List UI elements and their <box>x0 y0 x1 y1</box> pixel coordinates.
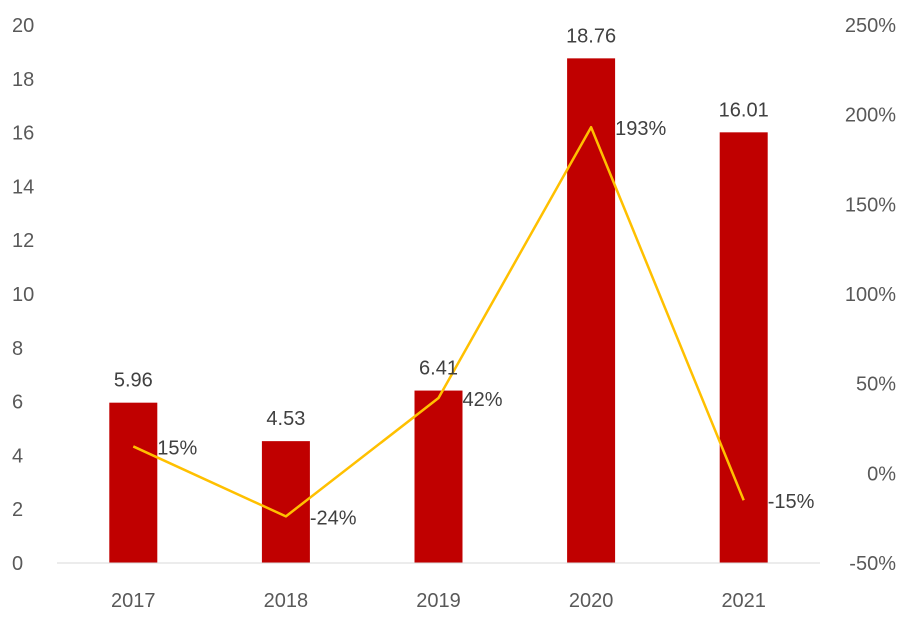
y-left-tick-label: 12 <box>12 230 34 252</box>
bar-series <box>109 58 768 564</box>
y-left-tick-label: 4 <box>12 445 23 467</box>
y-right-tick-label: -50% <box>849 553 896 575</box>
y-right-tick-label: 0% <box>867 463 896 485</box>
y-left-tick-label: 10 <box>12 284 34 306</box>
line-value-label: -15% <box>768 491 815 513</box>
bar-value-label: 5.96 <box>114 370 153 392</box>
y-left-tick-label: 0 <box>12 553 23 575</box>
line-series <box>132 125 745 518</box>
bar-2020 <box>567 58 616 564</box>
y-axis-left: 0 2 4 6 8 10 12 14 16 18 20 <box>12 15 34 575</box>
line-value-label: -24% <box>310 507 357 529</box>
x-tick-label: 2018 <box>264 590 309 612</box>
y-right-tick-label: 200% <box>845 105 896 127</box>
line-value-label: 193% <box>615 118 666 140</box>
bar-2021 <box>719 132 768 563</box>
x-axis: 2017 2018 2019 2020 2021 <box>57 562 820 612</box>
y-left-tick-label: 14 <box>12 176 34 198</box>
line-value-label: 15% <box>157 437 197 459</box>
bar-value-label: 18.76 <box>566 25 616 47</box>
bar-value-label: 6.41 <box>419 358 458 380</box>
x-tick-label: 2020 <box>569 590 614 612</box>
bar-value-label: 16.01 <box>719 99 769 121</box>
bar-2018 <box>261 441 310 563</box>
x-tick-label: 2017 <box>111 590 156 612</box>
y-left-tick-label: 20 <box>12 15 34 37</box>
y-right-tick-label: 100% <box>845 284 896 306</box>
y-left-tick-label: 16 <box>12 123 34 145</box>
bar-value-label: 4.53 <box>266 408 305 430</box>
y-right-tick-label: 150% <box>845 194 896 216</box>
y-left-tick-label: 8 <box>12 338 23 360</box>
x-tick-label: 2019 <box>416 590 461 612</box>
bar-2017 <box>109 402 158 563</box>
y-right-tick-label: 250% <box>845 15 896 37</box>
data-labels: 5.96 4.53 6.41 18.76 16.01 15% -24% 42% 193% -15% <box>114 25 815 529</box>
y-axis-right: -50% 0% 50% 100% 150% 200% 250% <box>845 15 896 575</box>
y-right-tick-label: 50% <box>856 374 896 396</box>
y-left-tick-label: 18 <box>12 69 34 91</box>
line-value-label: 42% <box>463 389 503 411</box>
bar-2019 <box>414 390 463 563</box>
y-left-tick-label: 2 <box>12 499 23 521</box>
y-left-tick-label: 6 <box>12 392 23 414</box>
x-tick-label: 2021 <box>721 590 766 612</box>
